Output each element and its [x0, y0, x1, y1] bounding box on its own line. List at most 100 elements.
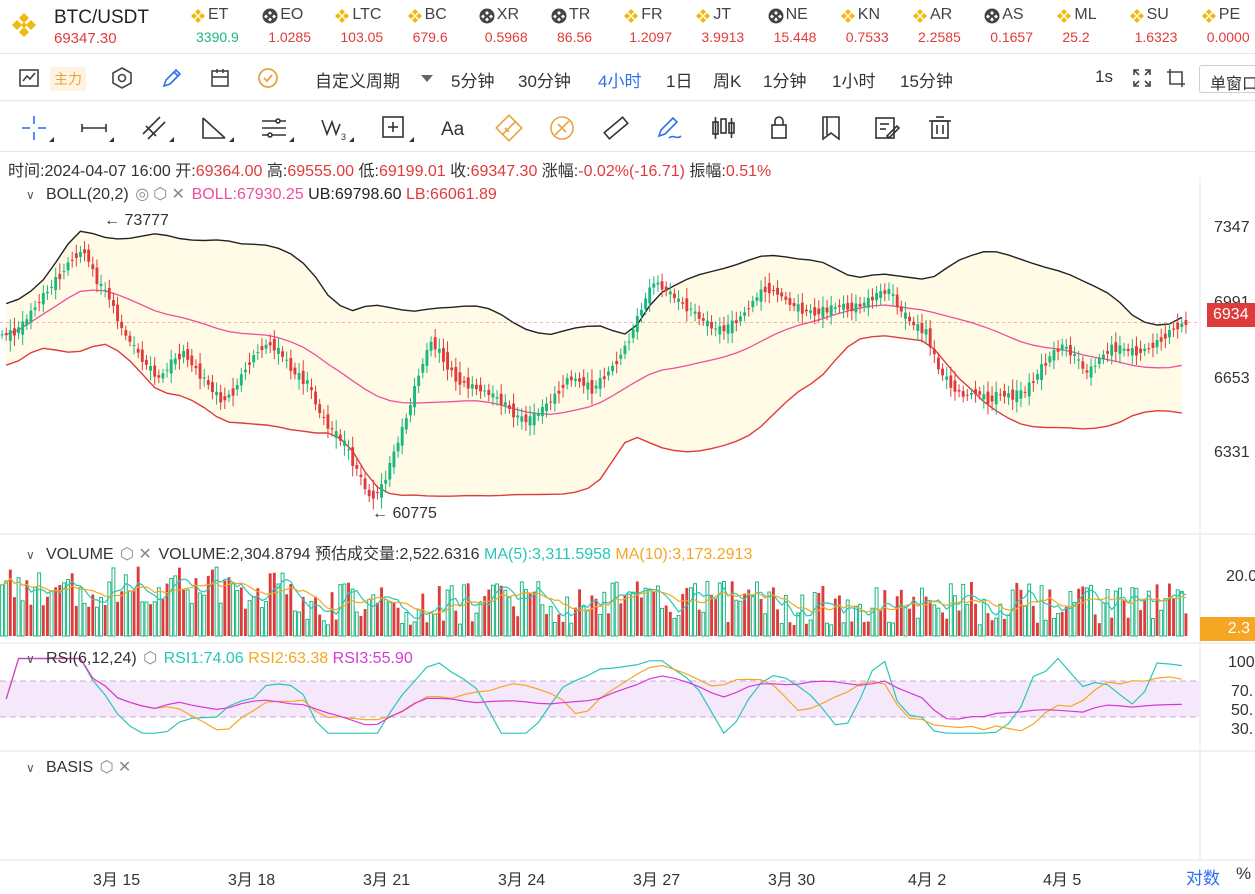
fullscreen-icon[interactable]	[1130, 66, 1154, 90]
period-button[interactable]: 4小时	[598, 72, 642, 91]
volume-bar	[78, 587, 83, 637]
collapse-chevron-icon[interactable]: ∨	[26, 548, 35, 562]
ticker-item[interactable]: KN 0.7533	[838, 4, 908, 50]
ticker-item[interactable]: PE 0.0000	[1199, 4, 1255, 50]
period-button[interactable]: 1日	[666, 72, 693, 91]
clock-icon[interactable]	[256, 66, 280, 90]
volume-bar	[952, 595, 957, 637]
ticker-item[interactable]: AR 2.2585	[910, 4, 980, 50]
collapse-chevron-icon[interactable]: ∨	[26, 652, 35, 666]
period-button[interactable]: 5分钟	[451, 72, 495, 91]
main-symbol[interactable]: BTC/USDT 69347.30	[10, 4, 180, 50]
magnet-icon[interactable]	[818, 114, 846, 142]
volume-bar	[545, 614, 549, 636]
candle-body	[986, 391, 990, 405]
volume-bar	[330, 592, 334, 636]
gear-icon[interactable]: ⬡	[153, 186, 168, 203]
main-indicator-tag[interactable]: 主力	[50, 67, 86, 91]
lock-icon[interactable]	[765, 114, 793, 142]
close-icon[interactable]: ✕	[117, 759, 132, 776]
chevron-down-icon[interactable]	[421, 75, 433, 83]
period-button[interactable]: 15分钟	[900, 72, 953, 91]
close-icon[interactable]: ✕	[171, 186, 185, 203]
candle-body	[763, 286, 767, 293]
chart-type-icon[interactable]	[17, 66, 41, 90]
percent-scale-toggle[interactable]: %	[1236, 864, 1252, 883]
candle-body	[198, 363, 202, 379]
candle-body	[606, 371, 610, 376]
volume-bar	[165, 583, 169, 636]
candle-body	[969, 392, 973, 395]
period-button[interactable]: 1分钟	[763, 72, 807, 91]
candle-body	[532, 413, 536, 426]
candle-body	[429, 341, 433, 351]
ticker-item[interactable]: BC 679.6	[405, 4, 475, 50]
crosshair-icon[interactable]	[20, 114, 54, 142]
collapse-chevron-icon[interactable]: ∨	[26, 188, 35, 202]
rsi3-line	[5, 657, 1182, 726]
ticker-item[interactable]: AS 0.1657	[982, 4, 1052, 50]
ruler-icon[interactable]	[602, 114, 630, 142]
template-icon[interactable]	[208, 66, 232, 90]
close-icon[interactable]: ✕	[138, 546, 152, 563]
ticker-item[interactable]: LTC 103.05	[332, 4, 402, 50]
candle-body	[870, 296, 874, 301]
pattern-icon[interactable]	[495, 114, 523, 142]
settings-hex-icon[interactable]	[110, 66, 134, 90]
ticker-item[interactable]: ML 25.2	[1054, 4, 1124, 50]
volume-bar	[375, 602, 379, 636]
horizontal-line-icon[interactable]	[80, 114, 114, 142]
period-button[interactable]: 周K	[713, 72, 742, 91]
refresh-rate[interactable]: 1s	[1095, 67, 1113, 86]
ticker-item[interactable]: TR 86.56	[549, 4, 619, 50]
fib-lines-icon[interactable]	[260, 114, 294, 142]
period-button[interactable]: 1小时	[832, 72, 876, 91]
text-tool-icon[interactable]: Aa	[440, 114, 468, 142]
eye-icon[interactable]: ◎	[135, 186, 150, 203]
ticker-price: 2.2585	[918, 29, 961, 45]
candle-body	[891, 294, 895, 296]
draw-pen-icon[interactable]	[160, 66, 184, 90]
gear-icon[interactable]: ⬡	[99, 759, 114, 776]
gear-icon[interactable]: ⬡	[143, 650, 158, 667]
candle-body	[553, 393, 557, 404]
collapse-chevron-icon[interactable]: ∨	[26, 761, 35, 775]
ticker-item[interactable]: EO 1.0285	[260, 4, 330, 50]
ticker-item[interactable]: NE 15.448	[766, 4, 836, 50]
binance-logo-icon	[913, 9, 927, 23]
ticker-item[interactable]: SU 1.6323	[1127, 4, 1197, 50]
pen-icon[interactable]	[655, 114, 683, 142]
candle-body	[697, 311, 701, 319]
volume-bar	[387, 601, 392, 637]
single-window-button[interactable]: 单窗口	[1199, 65, 1255, 93]
log-scale-toggle[interactable]: 对数	[1186, 869, 1220, 888]
ticker-item[interactable]: ET 3390.9	[188, 4, 258, 50]
ticker-item[interactable]: JT 3.9913	[693, 4, 763, 50]
candle-body	[1106, 351, 1110, 354]
candle-pair-icon[interactable]	[710, 114, 738, 142]
candle-body	[326, 414, 330, 429]
angle-icon[interactable]	[200, 114, 234, 142]
volume-bar	[82, 602, 87, 637]
ticker-item[interactable]: XR 0.5968	[477, 4, 547, 50]
candle-body	[417, 375, 421, 387]
period-button[interactable]: 30分钟	[518, 72, 571, 91]
candle-body	[116, 304, 120, 322]
chart-area[interactable]: ∨ BOLL(20,2) ◎ ⬡ ✕ BOLL:67930.25 UB:69798.6…	[0, 178, 1255, 894]
gear-icon[interactable]: ⬡	[120, 546, 135, 563]
measure-box-icon[interactable]	[380, 114, 414, 142]
ticker-item[interactable]: FR 1.2097	[621, 4, 691, 50]
edit-note-icon[interactable]	[873, 114, 901, 142]
candle-body	[1126, 348, 1130, 352]
volume-bar	[272, 572, 276, 636]
volume-bar	[495, 583, 500, 637]
chart-canvas[interactable]	[0, 178, 1255, 894]
screenshot-icon[interactable]	[1164, 66, 1188, 90]
trash-icon[interactable]	[926, 114, 954, 142]
parallel-channel-icon[interactable]	[140, 114, 174, 142]
binance-logo-icon	[1057, 9, 1072, 23]
custom-period-dropdown[interactable]: 自定义周期	[315, 72, 400, 91]
wave-icon[interactable]: 3	[320, 114, 354, 142]
pattern-alt-icon[interactable]	[548, 114, 576, 142]
change-value: -0.02%(-16.71)	[578, 163, 685, 180]
